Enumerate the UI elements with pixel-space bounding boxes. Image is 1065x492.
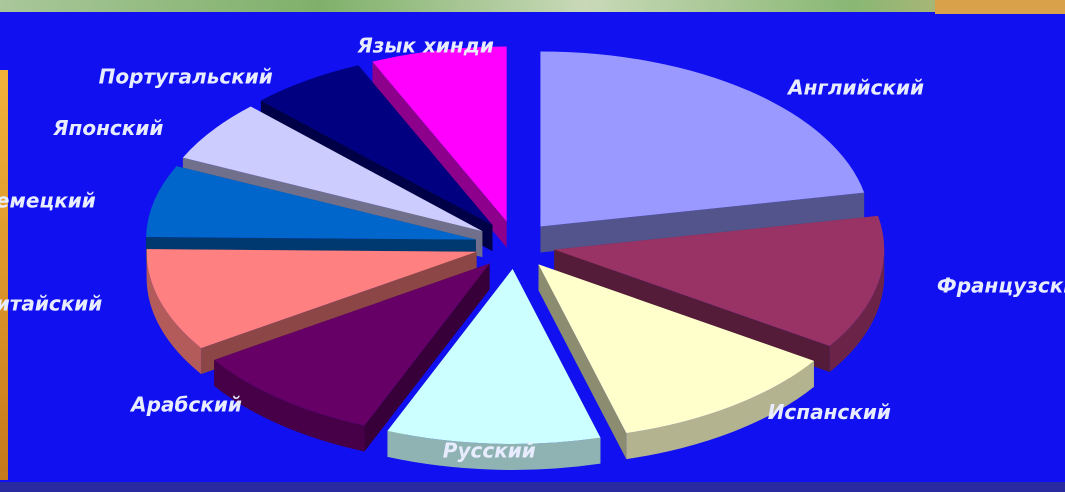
left-decorative-bar: [0, 70, 8, 480]
slice-arabic: [214, 263, 490, 452]
top-decorative-strip: [0, 0, 1065, 12]
label-portuguese: Португальский: [99, 65, 273, 89]
label-spanish: Испанский: [768, 400, 891, 424]
slice-spanish: [538, 264, 814, 460]
slice-english: [540, 51, 865, 253]
label-french: Французский: [937, 274, 1065, 298]
label-chinese: Китайский: [0, 292, 102, 316]
label-arabic: Арабский: [129, 392, 242, 416]
label-russian: Русский: [443, 439, 536, 463]
slice-french: [554, 215, 885, 373]
bottom-decorative-strip: [0, 482, 1065, 492]
label-hindi: Язык хинди: [356, 34, 494, 58]
label-japanese: Японский: [52, 116, 163, 140]
slice-hindi: [372, 46, 507, 248]
label-german: Немецкий: [0, 188, 96, 212]
label-english: Английский: [786, 76, 924, 100]
slice-russian: [387, 268, 601, 470]
orange-corner-block: [935, 0, 1065, 14]
